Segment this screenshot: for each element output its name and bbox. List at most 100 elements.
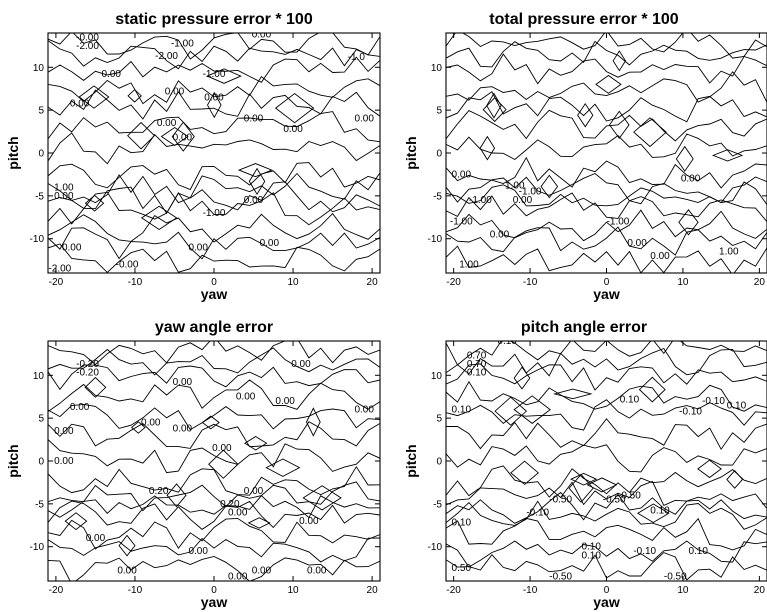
contour-line xyxy=(48,500,380,530)
y-axis-label: pitch xyxy=(403,444,419,477)
contour-label: -0.50 xyxy=(603,495,626,506)
contour-loop xyxy=(302,485,342,511)
contour-label: 0.00 xyxy=(173,133,193,144)
contour-label: 0.00 xyxy=(157,118,177,129)
contour-line xyxy=(446,341,767,366)
contour-label: 0.00 xyxy=(307,566,327,577)
x-tick-label: -10 xyxy=(523,277,538,288)
contour-label: -0.50 xyxy=(618,490,641,501)
contour-label: 0.10 xyxy=(581,550,601,561)
plot-frame xyxy=(445,340,767,582)
panel-title: total pressure error * 100 xyxy=(489,11,679,28)
contour-label: 0.00 xyxy=(299,516,319,527)
contour-label: -1.00 xyxy=(450,217,473,228)
contour-label: 0.00 xyxy=(452,169,472,180)
contour-loop xyxy=(711,149,744,162)
contour-loop xyxy=(244,436,268,451)
contour-line xyxy=(48,89,380,120)
contour-label: 0.00 xyxy=(54,426,74,437)
y-tick-label: 10 xyxy=(431,371,443,382)
contour-loop xyxy=(638,376,666,403)
contour-line xyxy=(48,379,380,412)
contour-line xyxy=(48,556,380,581)
contour-line xyxy=(446,399,767,431)
y-tick-label: -10 xyxy=(428,542,443,553)
contour-loop xyxy=(482,97,507,123)
y-tick-label: -5 xyxy=(35,191,44,202)
contour-line xyxy=(48,191,380,226)
contour-label: 0.00 xyxy=(252,30,272,41)
x-axis-label: yaw xyxy=(593,286,620,302)
contour-label: 0.00 xyxy=(141,417,161,428)
contour-line xyxy=(446,226,767,256)
y-tick-label: 10 xyxy=(33,371,45,382)
contour-line xyxy=(446,192,767,222)
contour-label: 1.00 xyxy=(505,181,525,192)
contour-loop xyxy=(237,163,274,178)
contour-loop xyxy=(206,91,222,119)
contour-line xyxy=(48,56,380,83)
contour-label: 0.00 xyxy=(86,533,106,544)
contour-line xyxy=(446,347,767,377)
contour-label: 0.00 xyxy=(260,238,280,249)
contour-label: 0.00 xyxy=(275,396,295,407)
contour-line xyxy=(446,540,767,568)
contour-label: 0.10 xyxy=(452,518,472,529)
contour-label: 0.50 xyxy=(452,563,472,574)
contour-lines xyxy=(446,341,767,581)
contour-line xyxy=(446,500,767,530)
y-tick-label: 5 xyxy=(38,106,44,117)
y-tick-label: 5 xyxy=(436,106,442,117)
y-tick-label: -5 xyxy=(433,499,442,510)
x-tick-label: -10 xyxy=(128,585,143,596)
contour-label: 0.00 xyxy=(354,405,374,416)
contour-panel-2: 0.00 0.00-1.000.001.00-1.00-1.000.00-1.00… xyxy=(403,11,767,302)
contour-label: 0.10 xyxy=(581,542,601,553)
contour-label: -1.00 xyxy=(203,208,226,219)
contour-label: 0.00 xyxy=(244,114,264,125)
x-tick-label: -10 xyxy=(523,585,538,596)
contour-line xyxy=(48,341,380,366)
x-tick-label: -20 xyxy=(446,277,461,288)
contour-loop xyxy=(726,470,744,489)
contour-lines xyxy=(48,341,380,581)
contour-label: 0.10 xyxy=(688,546,708,557)
y-tick-label: 10 xyxy=(431,63,443,74)
panel-title: pitch angle error xyxy=(521,319,647,336)
contour-line xyxy=(446,53,767,85)
contour-loop xyxy=(127,89,142,103)
contour-line xyxy=(446,517,767,551)
contour-loop xyxy=(274,92,315,124)
contour-loop xyxy=(612,50,627,72)
contour-line xyxy=(48,347,380,376)
contour-loop xyxy=(494,396,528,426)
contour-loop xyxy=(675,145,694,172)
contour-label: 0.20 xyxy=(149,486,169,497)
y-tick-label: 0 xyxy=(38,457,44,468)
contour-label: -0.10 xyxy=(679,406,702,417)
y-axis-label: pitch xyxy=(5,444,21,477)
contour-label: 0.10 xyxy=(620,394,640,405)
contour-label: 0.10 xyxy=(452,405,472,416)
contour-line xyxy=(446,91,767,123)
contour-label: -1.00 xyxy=(519,187,542,198)
contour-label: -1.0 xyxy=(348,52,366,63)
contour-line xyxy=(48,181,380,214)
contour-label: -0.20 xyxy=(76,359,99,370)
contour-loop xyxy=(206,68,242,84)
contour-label: 0.00 xyxy=(244,486,264,497)
contour-label: 0.00 xyxy=(228,507,248,518)
contour-label: 0.00 xyxy=(354,114,374,125)
contour-line xyxy=(48,75,380,105)
contour-loop xyxy=(84,194,105,212)
y-tick-label: -10 xyxy=(428,234,443,245)
contour-label: 1.00 xyxy=(719,247,739,258)
contour-line xyxy=(48,403,380,431)
contour-label: 0.10 xyxy=(497,336,517,347)
contour-loop xyxy=(569,472,598,486)
contour-panel-3: -0.20-0.200.000.000.000.00 0.000.000.000.… xyxy=(5,319,381,610)
contour-line xyxy=(446,418,767,451)
contour-line xyxy=(48,132,380,165)
x-tick-label: 20 xyxy=(754,277,766,288)
